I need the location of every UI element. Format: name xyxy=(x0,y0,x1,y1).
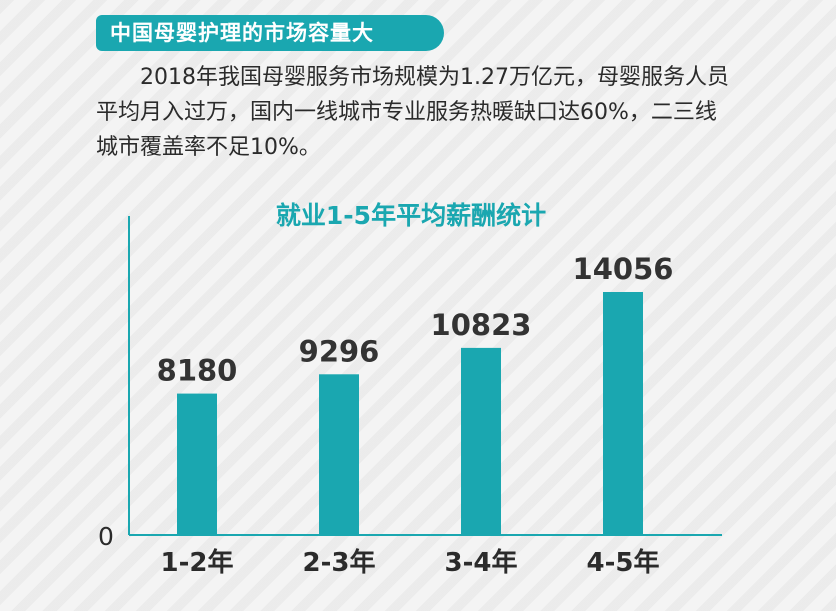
y-tick-label-1: 0 xyxy=(98,522,114,551)
bar-3 xyxy=(461,347,501,535)
chart-title: 就业1-5年平均薪酬统计 xyxy=(275,201,547,230)
category-label-3: 3-4年 xyxy=(445,547,518,578)
section-header: 中国母婴护理的市场容量大 xyxy=(96,15,444,51)
intro-paragraph: 2018年我国母婴服务市场规模为1.27万亿元，母婴服务人员平均月入过万，国内一… xyxy=(96,65,729,160)
data-label-2: 9296 xyxy=(299,334,380,368)
data-label-4: 14056 xyxy=(573,252,674,286)
bar-4 xyxy=(603,292,643,535)
category-label-4: 4-5年 xyxy=(587,547,660,578)
data-label-3: 10823 xyxy=(431,308,532,342)
category-label-1: 1-2年 xyxy=(161,547,234,578)
bar-2 xyxy=(319,374,359,535)
data-label-1: 8180 xyxy=(157,354,238,388)
bar-1 xyxy=(177,393,217,535)
category-label-2: 2-3年 xyxy=(303,547,376,578)
